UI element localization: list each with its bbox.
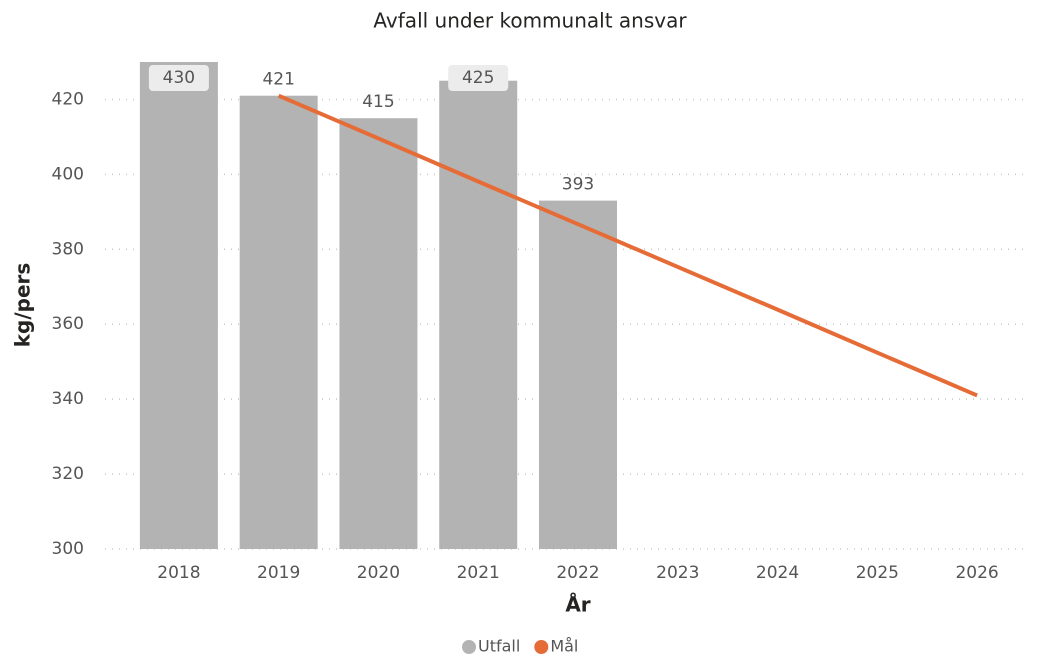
data-label: 425 (462, 68, 494, 88)
x-tick-label: 2022 (556, 563, 599, 583)
x-tick-label: 2021 (457, 563, 500, 583)
legend-marker (534, 640, 549, 654)
legend-marker (462, 640, 476, 654)
bar (339, 118, 418, 549)
line (277, 93, 978, 398)
data-label-bg (148, 65, 209, 91)
x-tick-label: 2018 (157, 563, 200, 583)
x-tick-label: 2020 (357, 563, 400, 583)
y-tick-label: 320 (52, 464, 84, 484)
y-axis-title: kg/pers (11, 263, 35, 348)
data-label: 430 (163, 68, 195, 88)
y-tick-label: 300 (52, 539, 84, 559)
data-label-bg (448, 65, 509, 91)
y-tick-label: 340 (52, 389, 84, 409)
y-tick-label: 380 (52, 239, 84, 259)
y-tick-label: 420 (52, 89, 84, 109)
bar (139, 62, 218, 549)
data-label: 415 (362, 92, 394, 112)
x-tick-label: 2025 (856, 563, 899, 583)
bar (539, 200, 617, 549)
data-label: 393 (562, 175, 594, 195)
chart-title: Avfall under kommunalt ansvar (373, 9, 687, 33)
legend-label: Utfall (478, 637, 520, 656)
data-label: 421 (262, 70, 294, 90)
x-tick-label: 2024 (756, 563, 799, 583)
bar (439, 80, 518, 549)
bar (239, 95, 318, 549)
x-axis-title: År (565, 593, 590, 617)
legend-label: Mål (550, 637, 578, 656)
x-tick-label: 2019 (257, 563, 300, 583)
x-tick-label: 2023 (656, 563, 699, 583)
y-tick-label: 360 (52, 314, 84, 334)
y-tick-label: 400 (52, 164, 84, 184)
x-tick-label: 2026 (955, 563, 998, 583)
